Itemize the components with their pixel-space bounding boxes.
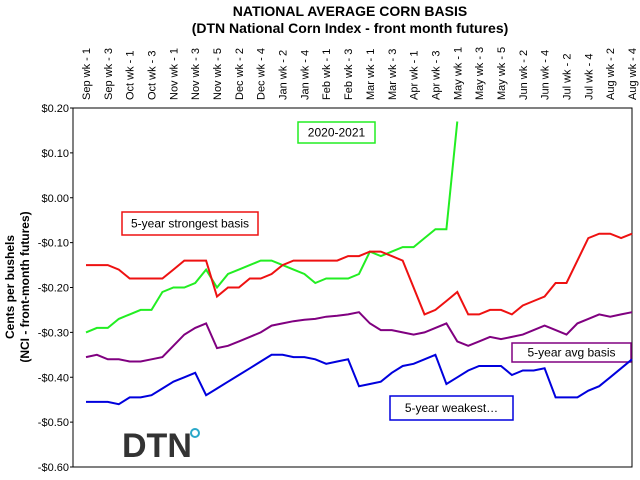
x-tick-label: May wk - 3 xyxy=(474,47,486,100)
x-tick-label: Jun wk - 2 xyxy=(518,50,530,100)
x-tick-label: Feb wk - 1 xyxy=(321,49,333,100)
y-tick-label: -$0.10 xyxy=(38,238,69,250)
x-tick-label: Dec wk - 2 xyxy=(234,48,246,100)
x-tick-label: May wk - 1 xyxy=(452,47,464,100)
y-tick-label: -$0.50 xyxy=(38,417,69,429)
x-tick-label: Oct wk - 1 xyxy=(125,50,137,100)
legend-label: 5-year avg basis xyxy=(527,346,615,360)
x-tick-label: Jul wk - 2 xyxy=(561,54,573,100)
legend-label: 2020-2021 xyxy=(308,126,366,140)
x-tick-label: Sep wk - 3 xyxy=(103,48,115,100)
x-tick-label: Dec wk - 4 xyxy=(256,48,268,100)
y-axis-label: (NCI - front-month futures) xyxy=(18,211,32,362)
x-tick-label: Apr wk - 3 xyxy=(430,50,442,100)
x-tick-label: Jan wk - 4 xyxy=(299,50,311,100)
x-tick-label: Sep wk - 1 xyxy=(81,48,93,100)
legend-label: 5-year strongest basis xyxy=(131,217,249,231)
y-tick-label: -$0.30 xyxy=(38,327,69,339)
legend-box xyxy=(121,211,259,236)
y-tick-label: $0.00 xyxy=(41,193,69,205)
x-tick-label: May wk - 5 xyxy=(496,47,508,100)
x-tick-label: Mar wk - 3 xyxy=(387,49,399,100)
legend-label: 5-year weakest… xyxy=(405,401,498,415)
x-tick-label: Apr wk - 1 xyxy=(409,50,421,100)
plot-frame xyxy=(72,107,633,468)
x-tick-label: Aug wk - 4 xyxy=(627,48,639,100)
y-tick-label: $0.10 xyxy=(41,148,69,160)
x-tick-label: Jan wk - 2 xyxy=(278,50,290,100)
logo-dot xyxy=(190,428,200,438)
x-tick-label: Oct wk - 3 xyxy=(147,50,159,100)
x-tick-label: Feb wk - 3 xyxy=(343,49,355,100)
series-line xyxy=(86,232,633,316)
x-tick-label: Nov wk - 5 xyxy=(212,48,224,100)
x-tick-label: Aug wk - 2 xyxy=(605,48,617,100)
y-axis-label: Cents per bushels xyxy=(3,235,17,339)
y-tick-label: $0.20 xyxy=(41,103,69,115)
y-tick-label: -$0.60 xyxy=(38,462,69,474)
series-line xyxy=(86,353,633,406)
y-tick-label: -$0.40 xyxy=(38,372,69,384)
series-line xyxy=(85,311,633,363)
chart-subtitle: (DTN National Corn Index - front month f… xyxy=(192,20,509,36)
y-tick-label: -$0.20 xyxy=(38,283,69,295)
x-tick-label: Nov wk - 1 xyxy=(168,48,180,100)
x-tick-label: Jun wk - 4 xyxy=(540,50,552,100)
series-line xyxy=(85,121,459,334)
legend-box xyxy=(511,342,632,363)
legend-box xyxy=(389,395,514,421)
x-tick-label: Jul wk - 4 xyxy=(583,54,595,100)
x-tick-label: Nov wk - 3 xyxy=(190,48,202,100)
legend-box xyxy=(297,121,376,144)
x-tick-label: Mar wk - 1 xyxy=(365,49,377,100)
logo: DTN xyxy=(122,427,192,465)
chart-title: NATIONAL AVERAGE CORN BASIS xyxy=(233,3,467,19)
